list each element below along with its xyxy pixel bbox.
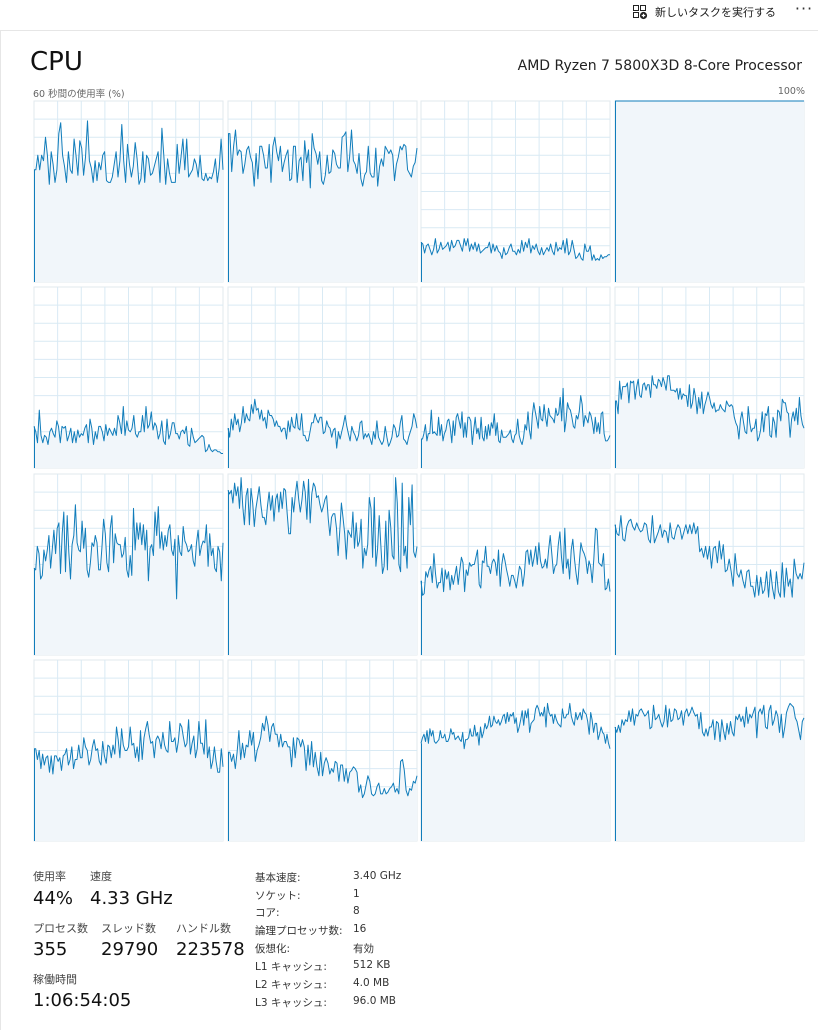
spec-value: 96.0 MB xyxy=(353,995,396,1007)
usage-area xyxy=(421,388,610,468)
usage-line xyxy=(614,515,805,600)
core-graph-3[interactable] xyxy=(614,100,805,283)
usage-area xyxy=(421,528,610,655)
usage-area xyxy=(34,406,223,468)
core-graph-0[interactable] xyxy=(33,100,224,283)
usage-line xyxy=(34,719,224,775)
core-graph-6[interactable] xyxy=(420,286,611,469)
usage-area xyxy=(615,101,804,282)
core-graph-14[interactable] xyxy=(420,659,611,842)
uptime-value: 1:06:54:05 xyxy=(33,990,132,1011)
threads-value: 29790 xyxy=(101,939,159,960)
new-task-icon xyxy=(633,5,648,20)
spec-label: L1 キャッシュ: xyxy=(255,961,327,973)
core-graph-1[interactable] xyxy=(227,100,418,283)
usage-line xyxy=(228,129,418,189)
core-graph-4[interactable] xyxy=(33,286,224,469)
usage-area xyxy=(615,515,804,655)
spec-label: 基本速度: xyxy=(255,872,301,884)
usage-value: 44% xyxy=(33,888,74,909)
command-bar: 新しいタスクを実行する ··· xyxy=(0,0,818,28)
usage-line xyxy=(614,702,805,742)
usage-line xyxy=(227,477,418,574)
usage-line xyxy=(228,715,418,799)
usage-area xyxy=(228,716,417,841)
speed-value: 4.33 GHz xyxy=(90,888,173,909)
spec-value: 8 xyxy=(353,905,360,917)
speed-label: 速度 xyxy=(90,870,112,883)
run-new-task-button[interactable]: 新しいタスクを実行する xyxy=(632,2,776,22)
usage-area xyxy=(421,703,610,841)
divider xyxy=(0,30,1,1030)
usage-line xyxy=(420,238,610,261)
core-graph-8[interactable] xyxy=(33,473,224,656)
usage-line xyxy=(421,387,611,445)
graph-time-label: 60 秒間の使用率 (%) xyxy=(33,89,125,100)
threads-label: スレッド数 xyxy=(101,922,156,935)
usage-area xyxy=(615,375,804,468)
logical-processor-graphs xyxy=(33,100,805,842)
usage-line xyxy=(34,120,224,185)
spec-label: 論理プロセッサ数: xyxy=(255,925,343,937)
processes-label: プロセス数 xyxy=(33,922,88,935)
uptime-label: 稼働時間 xyxy=(33,973,77,986)
spec-label: ソケット: xyxy=(255,890,301,902)
usage-area xyxy=(228,477,417,655)
run-new-task-label: 新しいタスクを実行する xyxy=(655,6,776,19)
core-graph-5[interactable] xyxy=(227,286,418,469)
core-graph-11[interactable] xyxy=(614,473,805,656)
spec-value: 1 xyxy=(353,888,360,900)
usage-line xyxy=(227,398,418,449)
usage-line xyxy=(615,375,805,442)
core-graph-15[interactable] xyxy=(614,659,805,842)
core-graph-9[interactable] xyxy=(227,473,418,656)
handles-value: 223578 xyxy=(176,939,245,960)
spec-label: 仮想化: xyxy=(255,943,291,955)
core-graph-7[interactable] xyxy=(614,286,805,469)
more-options-button[interactable]: ··· xyxy=(794,0,814,18)
usage-area xyxy=(34,120,223,283)
spec-value: 有効 xyxy=(353,943,374,955)
spec-label: コア: xyxy=(255,907,280,919)
core-graph-12[interactable] xyxy=(33,659,224,842)
usage-area xyxy=(228,399,417,468)
graph-max-label: 100% xyxy=(777,86,805,97)
spec-value: 4.0 MB xyxy=(353,977,390,989)
processes-value: 355 xyxy=(33,939,68,960)
processor-name: AMD Ryzen 7 5800X3D 8-Core Processor xyxy=(517,58,802,74)
spec-value: 512 KB xyxy=(353,959,391,971)
spec-value: 3.40 GHz xyxy=(353,870,402,882)
spec-label: L2 キャッシュ: xyxy=(255,979,327,991)
usage-line xyxy=(420,527,611,596)
spec-value: 16 xyxy=(353,923,367,935)
usage-label: 使用率 xyxy=(33,870,66,883)
core-graph-10[interactable] xyxy=(420,473,611,656)
usage-area xyxy=(421,238,610,282)
usage-line xyxy=(420,702,611,750)
page-title: CPU xyxy=(30,47,83,77)
spec-label: L3 キャッシュ: xyxy=(255,997,327,1009)
usage-area xyxy=(34,719,223,841)
usage-line xyxy=(33,504,224,600)
core-graph-2[interactable] xyxy=(420,100,611,283)
divider xyxy=(0,30,818,31)
usage-line xyxy=(33,406,223,454)
core-graph-13[interactable] xyxy=(227,659,418,842)
handles-label: ハンドル数 xyxy=(176,922,231,935)
